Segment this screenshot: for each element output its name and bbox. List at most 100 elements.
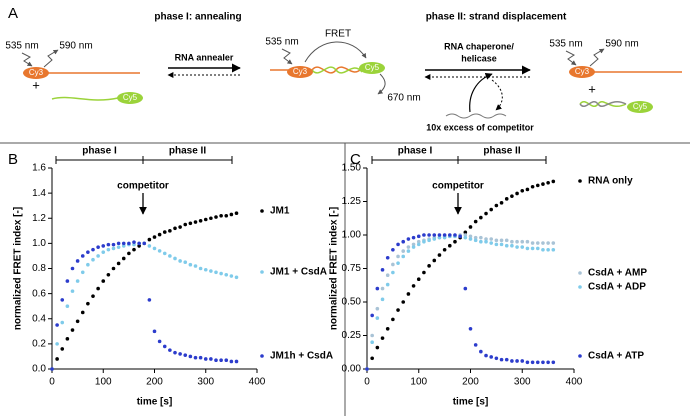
data-point	[91, 257, 95, 262]
data-point	[468, 234, 473, 239]
data-point	[551, 360, 556, 365]
data-point	[380, 297, 385, 302]
data-point	[473, 238, 478, 243]
data-point	[173, 226, 177, 231]
wavelength: 535 nm	[549, 39, 582, 50]
data-point	[442, 247, 447, 252]
data-point	[121, 256, 126, 261]
data-point	[173, 256, 177, 261]
data-point	[162, 230, 167, 234]
data-point	[50, 367, 54, 371]
data-point	[183, 222, 188, 227]
data-point	[422, 233, 426, 237]
data-point	[198, 355, 203, 360]
data-point	[530, 184, 535, 189]
emission-arrow	[589, 48, 605, 67]
data-point	[147, 237, 152, 242]
legend-label: JM1h + CsdA	[270, 351, 333, 362]
data-point	[96, 245, 100, 249]
data-point	[422, 270, 426, 275]
data-point	[214, 358, 218, 363]
y-tick-label: 0.50	[342, 297, 362, 308]
y-tick-label: 1.0	[32, 238, 46, 249]
data-point	[546, 180, 550, 185]
data-point	[391, 247, 395, 252]
process-label: helicase	[461, 53, 497, 63]
fluorophore	[627, 101, 653, 113]
data-point	[116, 245, 121, 249]
data-point	[183, 353, 188, 357]
data-point	[484, 239, 488, 244]
data-point	[111, 242, 116, 247]
phase-label: phase I	[82, 146, 117, 157]
data-point	[401, 239, 406, 244]
data-point	[494, 356, 499, 361]
phase-label: phase I	[398, 146, 433, 157]
data-point	[406, 292, 411, 296]
data-point	[209, 216, 213, 221]
data-point	[193, 355, 198, 360]
data-point	[70, 328, 75, 332]
data-point	[86, 301, 90, 306]
data-point	[546, 241, 550, 245]
data-point	[494, 238, 499, 243]
data-point	[406, 245, 411, 249]
data-point	[442, 235, 447, 240]
fluorophore	[287, 66, 313, 78]
data-point	[224, 213, 229, 218]
data-point	[385, 255, 390, 260]
data-point	[541, 241, 545, 245]
data-point	[535, 241, 540, 245]
data-point	[535, 246, 540, 251]
data-point	[411, 245, 416, 249]
data-point	[463, 233, 468, 237]
data-point	[188, 262, 193, 267]
y-tick-label: 1.2	[32, 213, 46, 224]
data-point	[391, 262, 395, 267]
data-point	[468, 327, 473, 331]
y-axis-label: normalized FRET index [-]	[329, 207, 340, 330]
data-point	[375, 316, 380, 320]
y-tick-label: 0.6	[32, 288, 46, 299]
data-point	[370, 340, 374, 345]
data-point	[80, 254, 85, 258]
data-point	[116, 241, 121, 246]
data-point	[380, 286, 385, 291]
data-point	[80, 310, 85, 315]
y-tick-label: 0.0	[32, 364, 46, 375]
data-point	[479, 215, 483, 220]
data-point	[515, 359, 519, 363]
x-tick-label: 100	[95, 377, 112, 388]
fluorophore-label: Cy3	[575, 67, 590, 76]
data-point	[437, 233, 442, 237]
data-point	[234, 211, 239, 216]
data-point	[458, 234, 462, 239]
panel-label: A	[8, 5, 18, 22]
x-tick-label: 300	[197, 377, 214, 388]
x-tick-label: 300	[514, 377, 531, 388]
data-point	[137, 244, 141, 248]
legend-marker	[260, 270, 264, 274]
data-point	[448, 243, 452, 248]
data-point	[101, 244, 106, 248]
x-tick-label: 0	[49, 377, 55, 388]
y-tick-label: 0.2	[32, 339, 46, 350]
data-point	[541, 247, 545, 252]
fluorophore	[23, 67, 49, 79]
data-point	[142, 241, 147, 246]
y-tick-label: 1.25	[342, 196, 362, 207]
data-point	[489, 207, 494, 212]
data-point	[370, 356, 374, 361]
rna-strand	[51, 96, 119, 101]
x-tick-label: 200	[462, 377, 479, 388]
data-point	[198, 266, 203, 271]
data-point	[152, 246, 157, 251]
data-point	[401, 254, 406, 259]
data-point	[234, 275, 239, 280]
rna-strand	[579, 101, 627, 107]
data-point	[65, 337, 70, 341]
data-point	[55, 357, 59, 361]
legend-marker	[578, 285, 582, 289]
data-point	[396, 261, 400, 265]
competitor-arrow	[491, 79, 503, 111]
